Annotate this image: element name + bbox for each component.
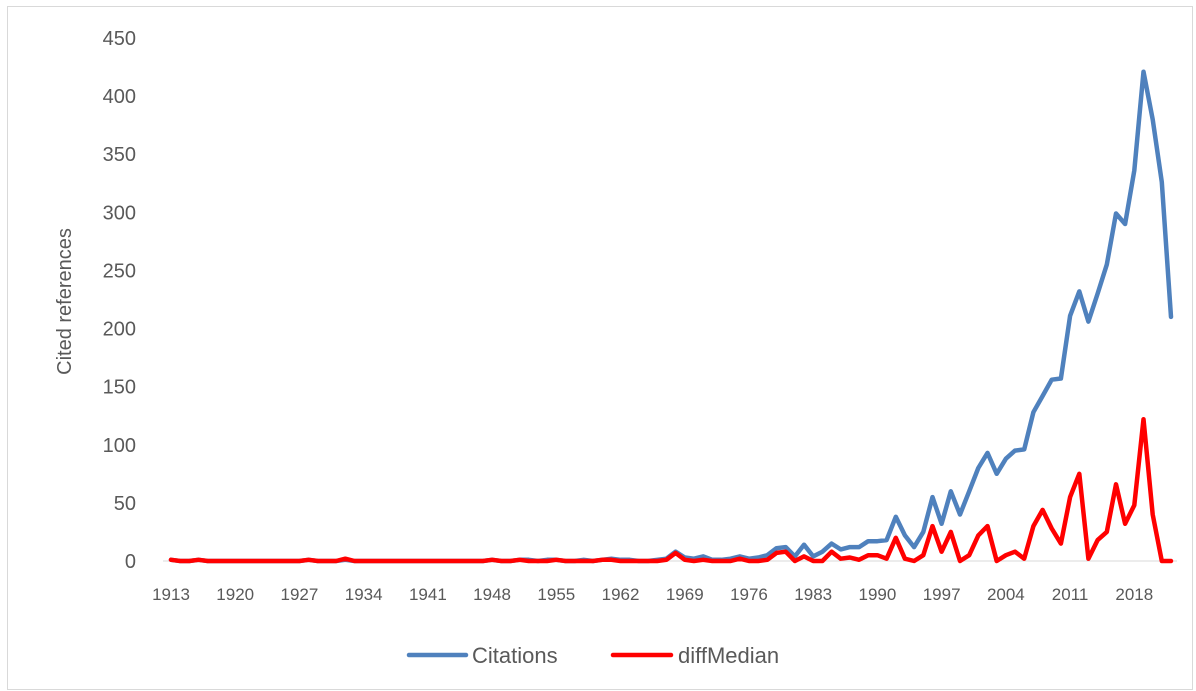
x-tick-label: 1927	[281, 585, 319, 604]
y-tick-label: 200	[103, 319, 136, 341]
x-tick-label: 1976	[730, 585, 768, 604]
y-tick-label: 50	[114, 493, 136, 515]
x-tick-label: 1969	[666, 585, 704, 604]
x-tick-label: 1997	[923, 585, 961, 604]
y-tick-label: 450	[103, 28, 136, 50]
chart-area: 0 50 100 150 200 250 300 350 400 450 1913 1920 1927…	[7, 6, 1193, 690]
series-line-diffmedian	[168, 416, 1174, 564]
x-tick-label: 1955	[537, 585, 575, 604]
x-tick-label: 2018	[1115, 585, 1153, 604]
series-lines	[168, 69, 1174, 564]
y-tick-label: 300	[103, 202, 136, 224]
x-tick-label: 2011	[1052, 585, 1089, 604]
x-tick-label: 1962	[602, 585, 640, 604]
y-axis-title: Cited references	[54, 228, 76, 375]
x-tick-label: 1990	[859, 585, 897, 604]
x-tick-label: 1983	[794, 585, 832, 604]
series-line-citations	[168, 69, 1174, 564]
x-tick-label: 1948	[473, 585, 511, 604]
x-axis-ticks: 1913 1920 1927 1934 1941 1948 1955 1962 1969 1976…	[152, 585, 1153, 604]
x-tick-label: 1913	[152, 585, 190, 604]
legend-label-citations: Citations	[472, 643, 558, 668]
y-tick-label: 100	[103, 435, 136, 457]
x-tick-label: 1920	[216, 585, 254, 604]
legend-label-diffmedian: diffMedian	[678, 643, 779, 668]
y-tick-label: 250	[103, 260, 136, 282]
legend: Citations diffMedian	[406, 643, 779, 668]
x-tick-label: 1934	[345, 585, 383, 604]
y-tick-label: 400	[103, 86, 136, 108]
x-tick-label: 2004	[987, 585, 1025, 604]
y-tick-label: 0	[125, 551, 136, 573]
y-axis-ticks: 0 50 100 150 200 250 300 350 400 450	[103, 28, 136, 573]
x-tick-label: 1941	[409, 585, 447, 604]
y-tick-label: 150	[103, 377, 136, 399]
line-chart: 0 50 100 150 200 250 300 350 400 450 1913 1920 1927…	[54, 28, 1177, 668]
y-tick-label: 350	[103, 144, 136, 166]
